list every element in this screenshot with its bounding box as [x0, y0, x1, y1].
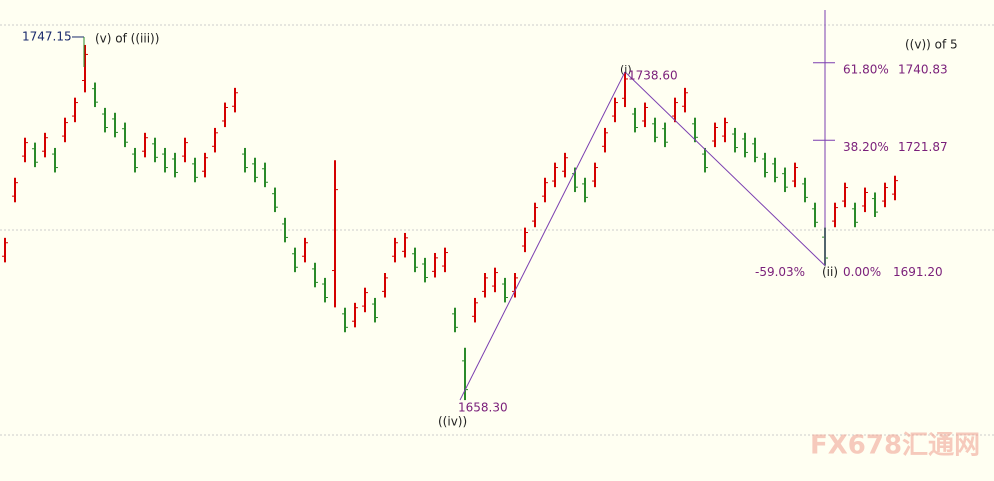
- wave-label: (ii): [822, 265, 838, 279]
- fib-price: 1721.87: [898, 140, 948, 154]
- wave-label: (i): [620, 63, 632, 76]
- price-marker-label: (v) of ((iii)): [95, 31, 159, 45]
- wave-label: ((iv)): [438, 415, 467, 429]
- fib-price: 1691.20: [893, 265, 943, 279]
- fib-note: -59.03%: [755, 265, 805, 279]
- fib-price: 1740.83: [898, 62, 948, 76]
- fib-ratio: 61.80%: [843, 62, 889, 76]
- wave-price: 1738.60: [628, 68, 678, 82]
- watermark: FX678汇通网: [810, 431, 980, 461]
- wave-price: 1658.30: [458, 401, 508, 415]
- fib-title: ((v)) of 5: [905, 38, 958, 52]
- price-marker-value: 1747.15: [22, 29, 72, 43]
- fib-ratio: 0.00%: [843, 265, 881, 279]
- fib-ratio: 38.20%: [843, 140, 889, 154]
- wave-line: [459, 71, 626, 401]
- wave-line: [624, 71, 826, 266]
